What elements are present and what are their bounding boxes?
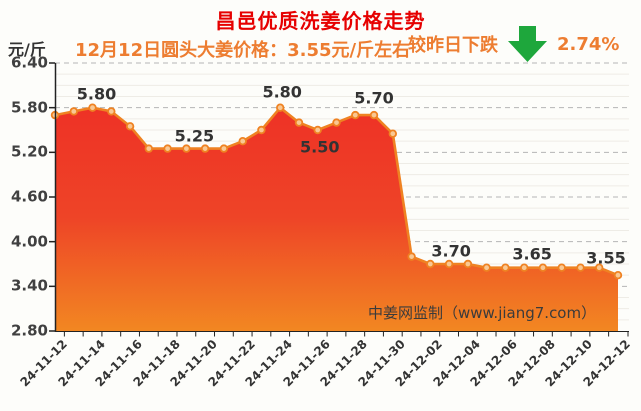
data-point [369,110,379,120]
data-point [107,107,116,116]
y-axis-tick-label: 4.60 [10,187,48,206]
y-axis-unit-label: 元/斤 [8,40,46,59]
data-point [163,144,172,153]
data-point [88,103,97,112]
data-point [294,118,304,127]
data-point [463,259,473,269]
point-label: 3.70 [431,241,471,261]
data-point [200,144,210,153]
point-label: 3.65 [512,244,552,264]
y-axis-tick-label: 5.20 [10,142,48,161]
data-point [276,103,285,112]
data-point [125,122,135,131]
data-point-markers [50,103,623,280]
data-point [144,144,153,153]
data-point [557,263,566,272]
point-label: 3.55 [586,248,626,268]
data-point [219,144,229,153]
data-point [407,252,416,261]
data-point [388,129,397,138]
arrow-down-icon [508,26,547,62]
point-label: 5.80 [262,82,302,102]
data-point [501,263,510,272]
data-point [257,125,266,135]
data-point [238,136,247,146]
y-axis-tick-label: 3.40 [10,276,48,295]
change-value: 2.74% [557,33,620,55]
data-point [520,263,529,272]
price-subtitle: 12月12日圆头大姜价格：3.55元/斤左右 [75,40,411,61]
data-point [426,259,435,269]
point-label: 5.25 [174,126,215,146]
data-point [182,144,191,153]
change-label: 较昨日下跌 [408,35,498,56]
data-point [482,263,491,272]
data-point [351,110,360,120]
chart-title: 昌邑优质洗姜价格走势 [215,9,426,33]
data-point [69,107,78,116]
y-axis-tick-label: 5.80 [10,98,48,117]
change-indicator: 较昨日下跌 2.74% [408,26,619,62]
y-axis-tick-label: 4.00 [10,232,48,251]
area-fill [55,107,618,331]
data-point [444,259,454,269]
y-axis-tick-label: 6.40 [10,53,48,72]
axes [49,62,629,337]
data-point [595,263,604,272]
data-point [332,118,341,127]
data-point [313,125,322,135]
point-label: 5.80 [76,84,117,104]
data-point [576,263,585,272]
point-label: 5.50 [299,137,340,157]
point-label: 5.70 [354,88,394,108]
data-point [613,271,623,280]
y-axis-tick-label: 2.80 [10,321,48,340]
data-point [538,263,548,272]
watermark: 中姜网监制（www.jiang7.com） [368,304,597,322]
